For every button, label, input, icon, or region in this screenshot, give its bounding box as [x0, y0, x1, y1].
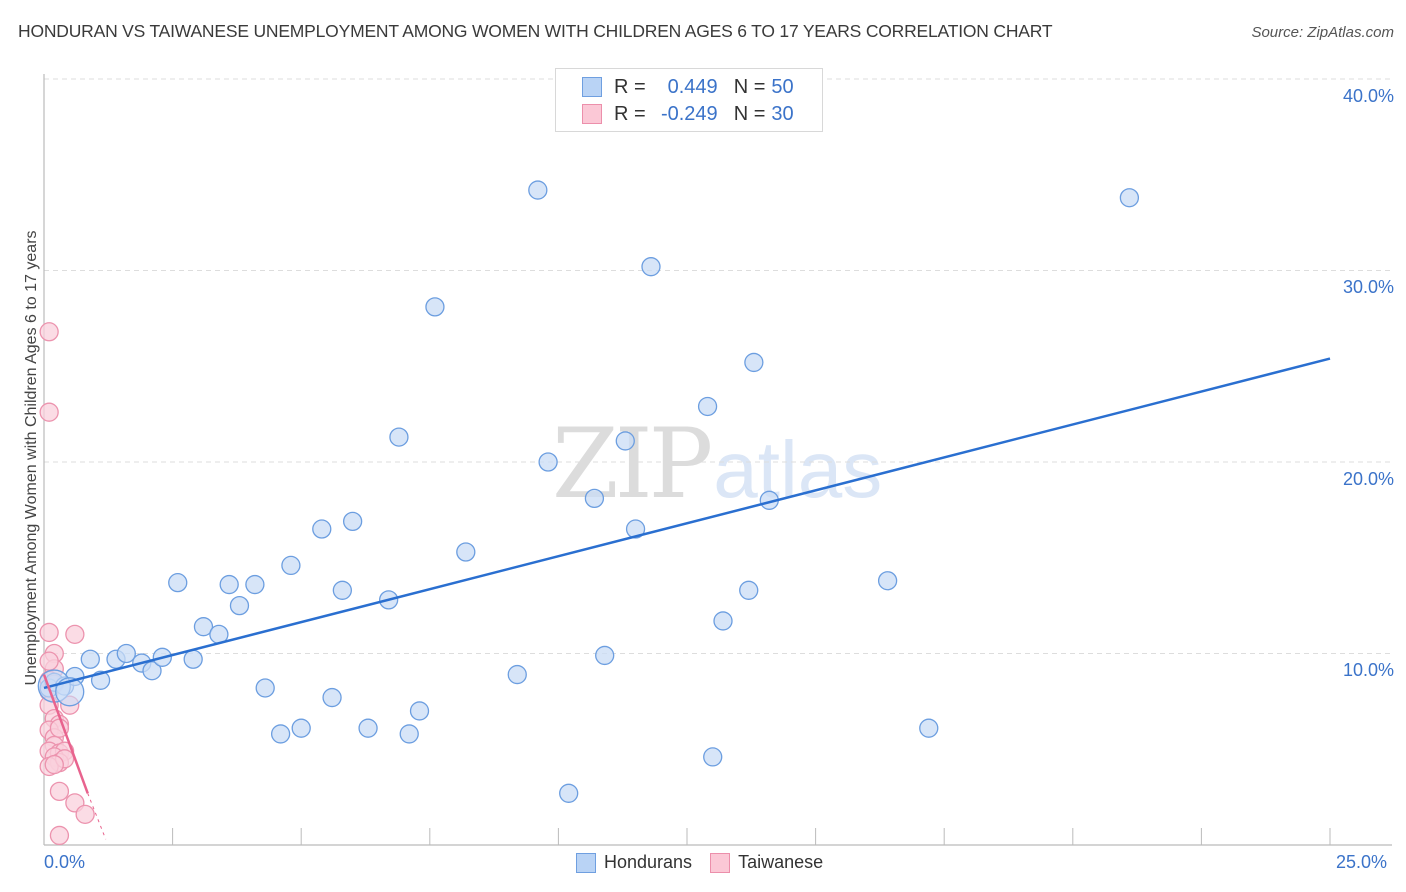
legend-swatch-hondurans	[576, 852, 596, 873]
data-point[interactable]	[615, 431, 635, 451]
data-point[interactable]	[39, 322, 59, 342]
data-point[interactable]	[456, 542, 476, 562]
y-tick-40: 40.0%	[1342, 86, 1394, 106]
legend-n-label: N =	[733, 102, 766, 125]
data-point[interactable]	[193, 617, 214, 637]
legend-n-label: N =	[733, 75, 766, 98]
series-legend: Hondurans Taiwanese	[576, 852, 841, 873]
data-point[interactable]	[291, 718, 311, 738]
data-point-cluster[interactable]	[55, 677, 85, 707]
series-taiwanese-points	[39, 322, 95, 846]
y-axis-label: Unemployment Among Women with Children A…	[23, 230, 40, 686]
data-point[interactable]	[39, 651, 59, 671]
data-point[interactable]	[399, 724, 419, 744]
data-point[interactable]	[507, 664, 527, 685]
data-point[interactable]	[75, 804, 95, 825]
data-point[interactable]	[39, 402, 59, 422]
data-point[interactable]	[322, 687, 342, 708]
data-point[interactable]	[409, 701, 430, 721]
data-point[interactable]	[739, 580, 759, 600]
data-point[interactable]	[270, 724, 291, 744]
legend-swatch-taiwanese	[582, 104, 602, 124]
axes	[43, 74, 1392, 846]
data-point[interactable]	[744, 352, 764, 373]
data-point[interactable]	[342, 511, 363, 532]
data-point[interactable]	[389, 427, 409, 447]
trend-line-taiwanese-extension	[87, 793, 107, 840]
data-point[interactable]	[332, 580, 353, 600]
y-tick-10: 10.0%	[1342, 660, 1394, 680]
data-point[interactable]	[39, 622, 59, 643]
series-legend-label: Hondurans	[604, 852, 693, 872]
chart-title: HONDURAN VS TAIWANESE UNEMPLOYMENT AMONG…	[18, 21, 1053, 41]
data-point[interactable]	[255, 678, 275, 698]
data-point[interactable]	[697, 396, 718, 417]
data-point[interactable]	[229, 595, 250, 616]
trend-line-taiwanese	[42, 674, 89, 794]
series-legend-taiwanese[interactable]: Taiwanese	[710, 852, 823, 873]
trend-lines	[42, 357, 1331, 840]
series-legend-label: Taiwanese	[738, 852, 824, 872]
legend-r-label: R =	[614, 102, 646, 125]
data-point[interactable]	[559, 783, 579, 803]
data-point[interactable]	[80, 649, 100, 669]
data-point[interactable]	[877, 571, 898, 591]
data-point[interactable]	[116, 643, 136, 664]
trend-line-hondurans	[43, 357, 1331, 690]
x-tick-0: 0.0%	[44, 852, 86, 872]
data-point[interactable]	[183, 649, 203, 669]
source-label: Source: ZipAtlas.com	[1251, 24, 1394, 41]
legend-swatch-taiwanese	[710, 852, 731, 873]
data-point[interactable]	[245, 574, 265, 595]
legend-row-hondurans: R = 0.449 N = 50	[582, 74, 794, 100]
series-legend-hondurans[interactable]: Hondurans	[576, 852, 692, 873]
data-point[interactable]	[584, 488, 605, 509]
data-point[interactable]	[358, 718, 378, 738]
data-point[interactable]	[919, 718, 939, 738]
data-point[interactable]	[281, 555, 301, 576]
y-tick-30: 30.0%	[1342, 277, 1394, 297]
y-tick-20: 20.0%	[1342, 469, 1394, 489]
legend-n-value: 50	[771, 75, 794, 98]
data-point[interactable]	[219, 574, 239, 595]
stats-legend: R = 0.449 N = 50 R = -0.249 N = 30	[555, 68, 823, 132]
legend-swatch-hondurans	[582, 77, 602, 97]
data-point[interactable]	[142, 661, 162, 681]
legend-r-value: -0.249	[660, 102, 718, 125]
legend-r-label: R =	[614, 75, 646, 98]
legend-n-value: 30	[771, 102, 794, 125]
data-point[interactable]	[625, 519, 646, 539]
data-point[interactable]	[49, 825, 70, 846]
data-point[interactable]	[713, 611, 733, 631]
data-point[interactable]	[312, 519, 332, 539]
data-point[interactable]	[44, 754, 64, 775]
data-point[interactable]	[168, 572, 188, 593]
legend-r-value: 0.449	[667, 75, 718, 98]
gridlines	[44, 78, 1392, 654]
data-point[interactable]	[703, 747, 723, 767]
data-point[interactable]	[641, 257, 661, 277]
data-point[interactable]	[538, 452, 558, 472]
data-point[interactable]	[65, 624, 85, 644]
data-point[interactable]	[595, 645, 615, 666]
x-tick-25: 25.0%	[1336, 852, 1388, 872]
data-point[interactable]	[528, 180, 548, 200]
data-point[interactable]	[425, 297, 445, 317]
legend-row-taiwanese: R = -0.249 N = 30	[582, 101, 794, 127]
data-point[interactable]	[49, 781, 70, 802]
series-hondurans-points	[37, 180, 1140, 803]
data-point[interactable]	[1119, 188, 1140, 208]
